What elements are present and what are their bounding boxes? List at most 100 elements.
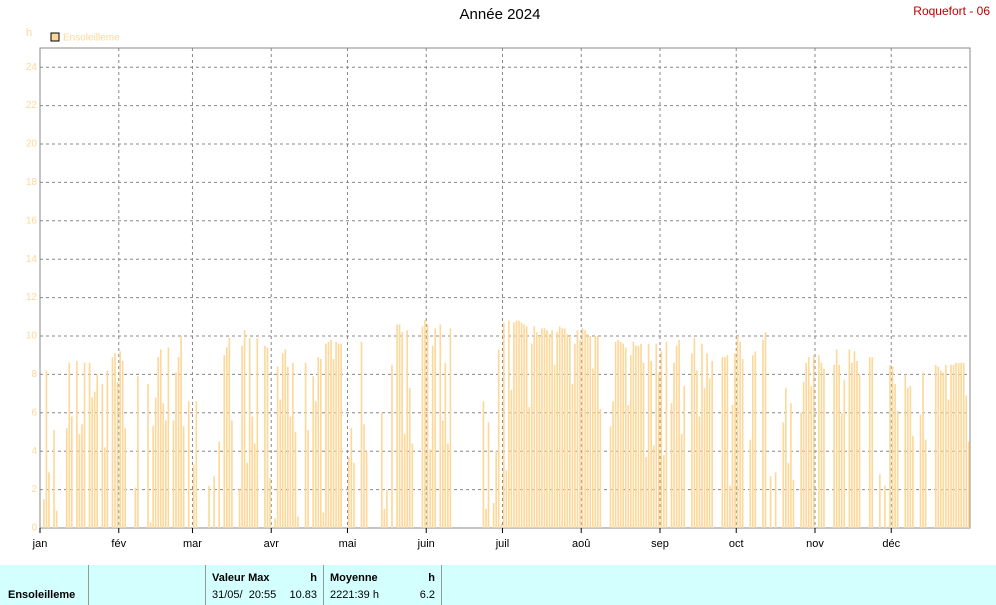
cell [89,565,206,605]
bar [561,328,564,528]
bar [807,357,810,528]
y-axis-label: h [26,27,32,39]
bar [248,337,251,528]
bar [312,376,315,528]
x-tick-label: nov [806,538,824,550]
bar [121,360,124,528]
bar [45,370,48,528]
bar [320,359,322,528]
bar [495,451,497,528]
bar [967,441,970,528]
bar [711,360,713,528]
bar [264,345,266,528]
bar [256,337,259,528]
bar [533,326,536,528]
bar [952,364,955,528]
bar [591,368,594,528]
bar [851,362,853,528]
bar [147,384,149,528]
bar [950,364,952,528]
bar [347,456,350,528]
bar [195,401,198,528]
bar [307,430,309,528]
y-tick-label: 6 [31,407,37,418]
x-tick-label: mai [339,538,357,550]
chart: Année 2024 Roquefort - 06 h Ensoleilleme… [26,4,990,550]
bar [627,405,630,528]
bar [774,472,777,528]
bar [327,341,330,528]
bar [192,464,195,528]
bar [157,357,160,528]
bar [119,351,121,528]
bar [505,470,508,528]
bar [635,345,637,528]
bar [701,343,703,528]
bar [879,474,881,528]
bar [856,360,858,528]
bar [340,343,342,528]
bar [622,343,625,528]
bar [162,403,165,528]
x-tick-label: déc [882,538,900,550]
cell: Moyenne h 2221:39 h 6.2 [324,565,442,605]
bar [353,462,355,528]
y-tick-label: 12 [26,292,38,303]
bar [965,395,968,528]
bar [487,422,490,528]
bar [96,374,99,528]
bar [180,336,182,528]
bar [55,510,58,528]
bar [670,403,673,528]
bar [909,385,912,528]
bar [152,426,154,528]
bar [88,362,91,528]
mean-title: Moyenne [330,572,378,584]
bar [218,441,221,528]
bar [286,366,289,528]
bar [551,330,553,528]
bar [543,328,546,528]
bar [253,443,256,528]
bar [106,370,109,528]
bar [594,336,597,528]
bar [182,426,185,528]
bar [782,422,785,528]
bar [919,414,922,528]
bar [812,355,815,528]
bar [429,449,431,528]
x-tick-label: jan [32,538,48,550]
bar [546,330,548,528]
x-tick-label: juin [417,538,435,550]
bar [71,416,73,528]
bar [848,349,851,528]
bar [563,328,566,528]
bar [360,341,363,528]
bar [640,343,642,528]
bar [523,324,525,528]
legend-swatch [50,32,60,42]
bar [243,330,246,528]
bar [724,357,726,528]
bar [154,397,157,528]
bar [678,339,680,528]
bar [241,345,243,528]
bar [736,336,739,528]
bar [322,512,325,528]
bar [894,384,896,528]
bar [213,476,215,528]
bar [805,362,807,528]
bar [485,508,487,528]
bar [518,320,520,528]
bar [510,389,513,528]
y-tick-label: 2 [31,484,37,495]
bar [584,330,586,528]
bar [696,370,698,528]
bar [703,387,706,528]
y-tick-label: 24 [26,62,38,73]
bar [434,328,437,528]
bar [149,522,152,528]
bar [68,362,71,528]
bar [78,433,81,528]
bar [942,372,945,528]
